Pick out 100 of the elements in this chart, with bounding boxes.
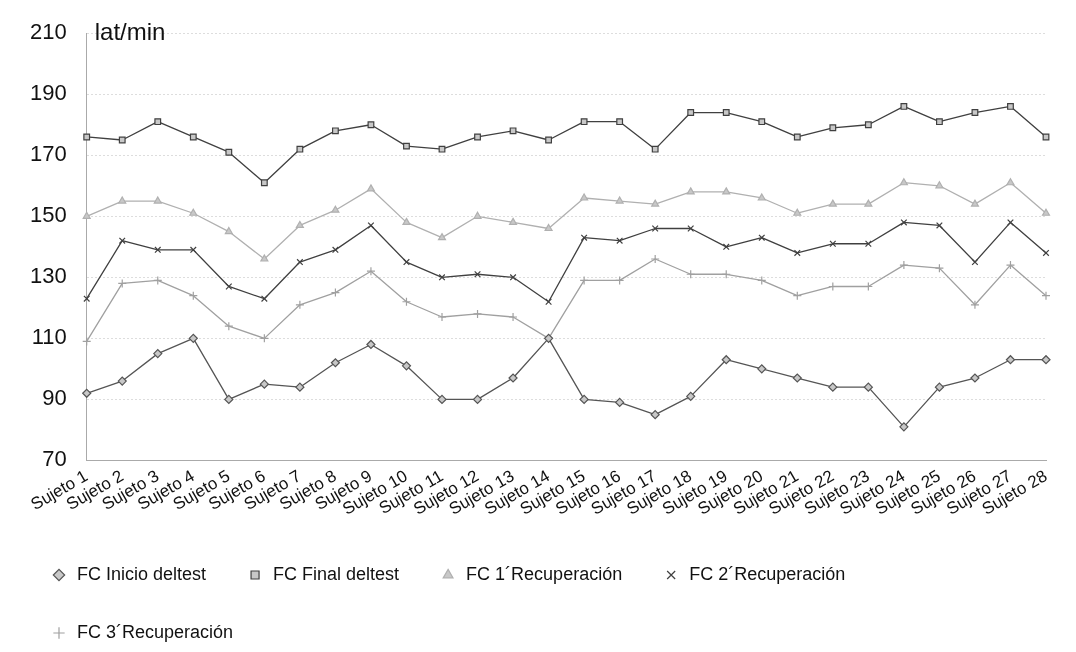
- point: [295, 300, 305, 310]
- point: [295, 382, 305, 392]
- point: [935, 118, 943, 126]
- point: [686, 187, 695, 195]
- point: [508, 312, 518, 322]
- point: [651, 225, 659, 232]
- point: [509, 273, 517, 281]
- point: [757, 193, 766, 201]
- point: [224, 321, 234, 331]
- point: [474, 133, 481, 141]
- point: [650, 410, 660, 420]
- point: [829, 124, 837, 132]
- y-tick-label: 210: [29, 19, 67, 45]
- point: [225, 283, 233, 290]
- point: [651, 145, 659, 153]
- y-tick-label: 130: [29, 263, 67, 289]
- point: [935, 181, 944, 189]
- point: [615, 196, 624, 204]
- point: [224, 226, 233, 235]
- point: [758, 234, 766, 242]
- point: [331, 127, 339, 135]
- point: [864, 240, 872, 248]
- legend-label: FC 2´Recuperación: [689, 563, 846, 584]
- point: [331, 246, 339, 254]
- point: [260, 179, 268, 187]
- point: [934, 382, 945, 392]
- point: [863, 382, 873, 392]
- point: [154, 246, 162, 254]
- point: [1005, 260, 1016, 270]
- point: [472, 309, 483, 319]
- point: [225, 148, 233, 156]
- point: [651, 199, 660, 207]
- point: [721, 355, 731, 365]
- point: [473, 211, 482, 219]
- y-tick-label: 70: [42, 446, 67, 472]
- point: [580, 118, 588, 126]
- point: [758, 118, 766, 126]
- y-axis-title: lat/min: [94, 17, 166, 45]
- point: [899, 260, 909, 270]
- point: [757, 364, 767, 374]
- point: [792, 373, 802, 383]
- point: [1041, 208, 1051, 216]
- point: [474, 270, 481, 278]
- point: [224, 394, 234, 404]
- point: [615, 397, 625, 408]
- point: [118, 136, 126, 144]
- point: [1006, 178, 1015, 186]
- point: [188, 333, 198, 343]
- point: [545, 136, 553, 144]
- legend-label: FC Final deltest: [273, 563, 400, 584]
- point: [828, 199, 837, 207]
- point: [1041, 291, 1051, 301]
- point: [437, 312, 447, 322]
- point: [153, 349, 163, 359]
- point: [437, 394, 447, 404]
- point: [189, 246, 197, 254]
- point: [117, 376, 127, 386]
- point: [687, 109, 695, 116]
- point: [1041, 355, 1051, 365]
- point: [509, 127, 517, 135]
- point: [971, 109, 979, 116]
- y-tick-label: 90: [42, 385, 67, 411]
- point: [153, 196, 162, 204]
- point: [366, 339, 376, 350]
- point: [367, 121, 375, 129]
- point: [793, 208, 802, 216]
- point: [900, 103, 908, 110]
- point: [864, 199, 873, 207]
- point: [579, 394, 589, 404]
- point: [472, 394, 483, 404]
- point: [899, 178, 908, 186]
- point: [722, 109, 730, 116]
- y-tick-label: 170: [29, 141, 67, 167]
- point: [437, 233, 447, 241]
- point: [118, 196, 127, 204]
- point: [1007, 218, 1014, 226]
- point: [295, 220, 304, 229]
- point: [616, 118, 624, 126]
- point: [330, 358, 341, 368]
- point: [1005, 355, 1016, 365]
- point: [970, 199, 980, 207]
- point: [189, 133, 197, 141]
- point: [331, 205, 340, 213]
- point: [544, 223, 553, 232]
- point: [403, 142, 410, 150]
- point: [1042, 133, 1050, 141]
- point: [899, 422, 909, 432]
- point: [402, 217, 411, 225]
- point: [401, 361, 412, 371]
- point: [900, 218, 908, 226]
- y-tick-label: 110: [31, 324, 67, 350]
- point: [438, 273, 446, 281]
- point: [189, 208, 198, 216]
- point: [83, 133, 91, 141]
- point: [722, 187, 731, 195]
- point: [828, 382, 838, 392]
- legend-label: FC Inicio deltest: [77, 563, 207, 584]
- point: [366, 266, 376, 276]
- point: [1042, 249, 1050, 257]
- point: [650, 254, 660, 264]
